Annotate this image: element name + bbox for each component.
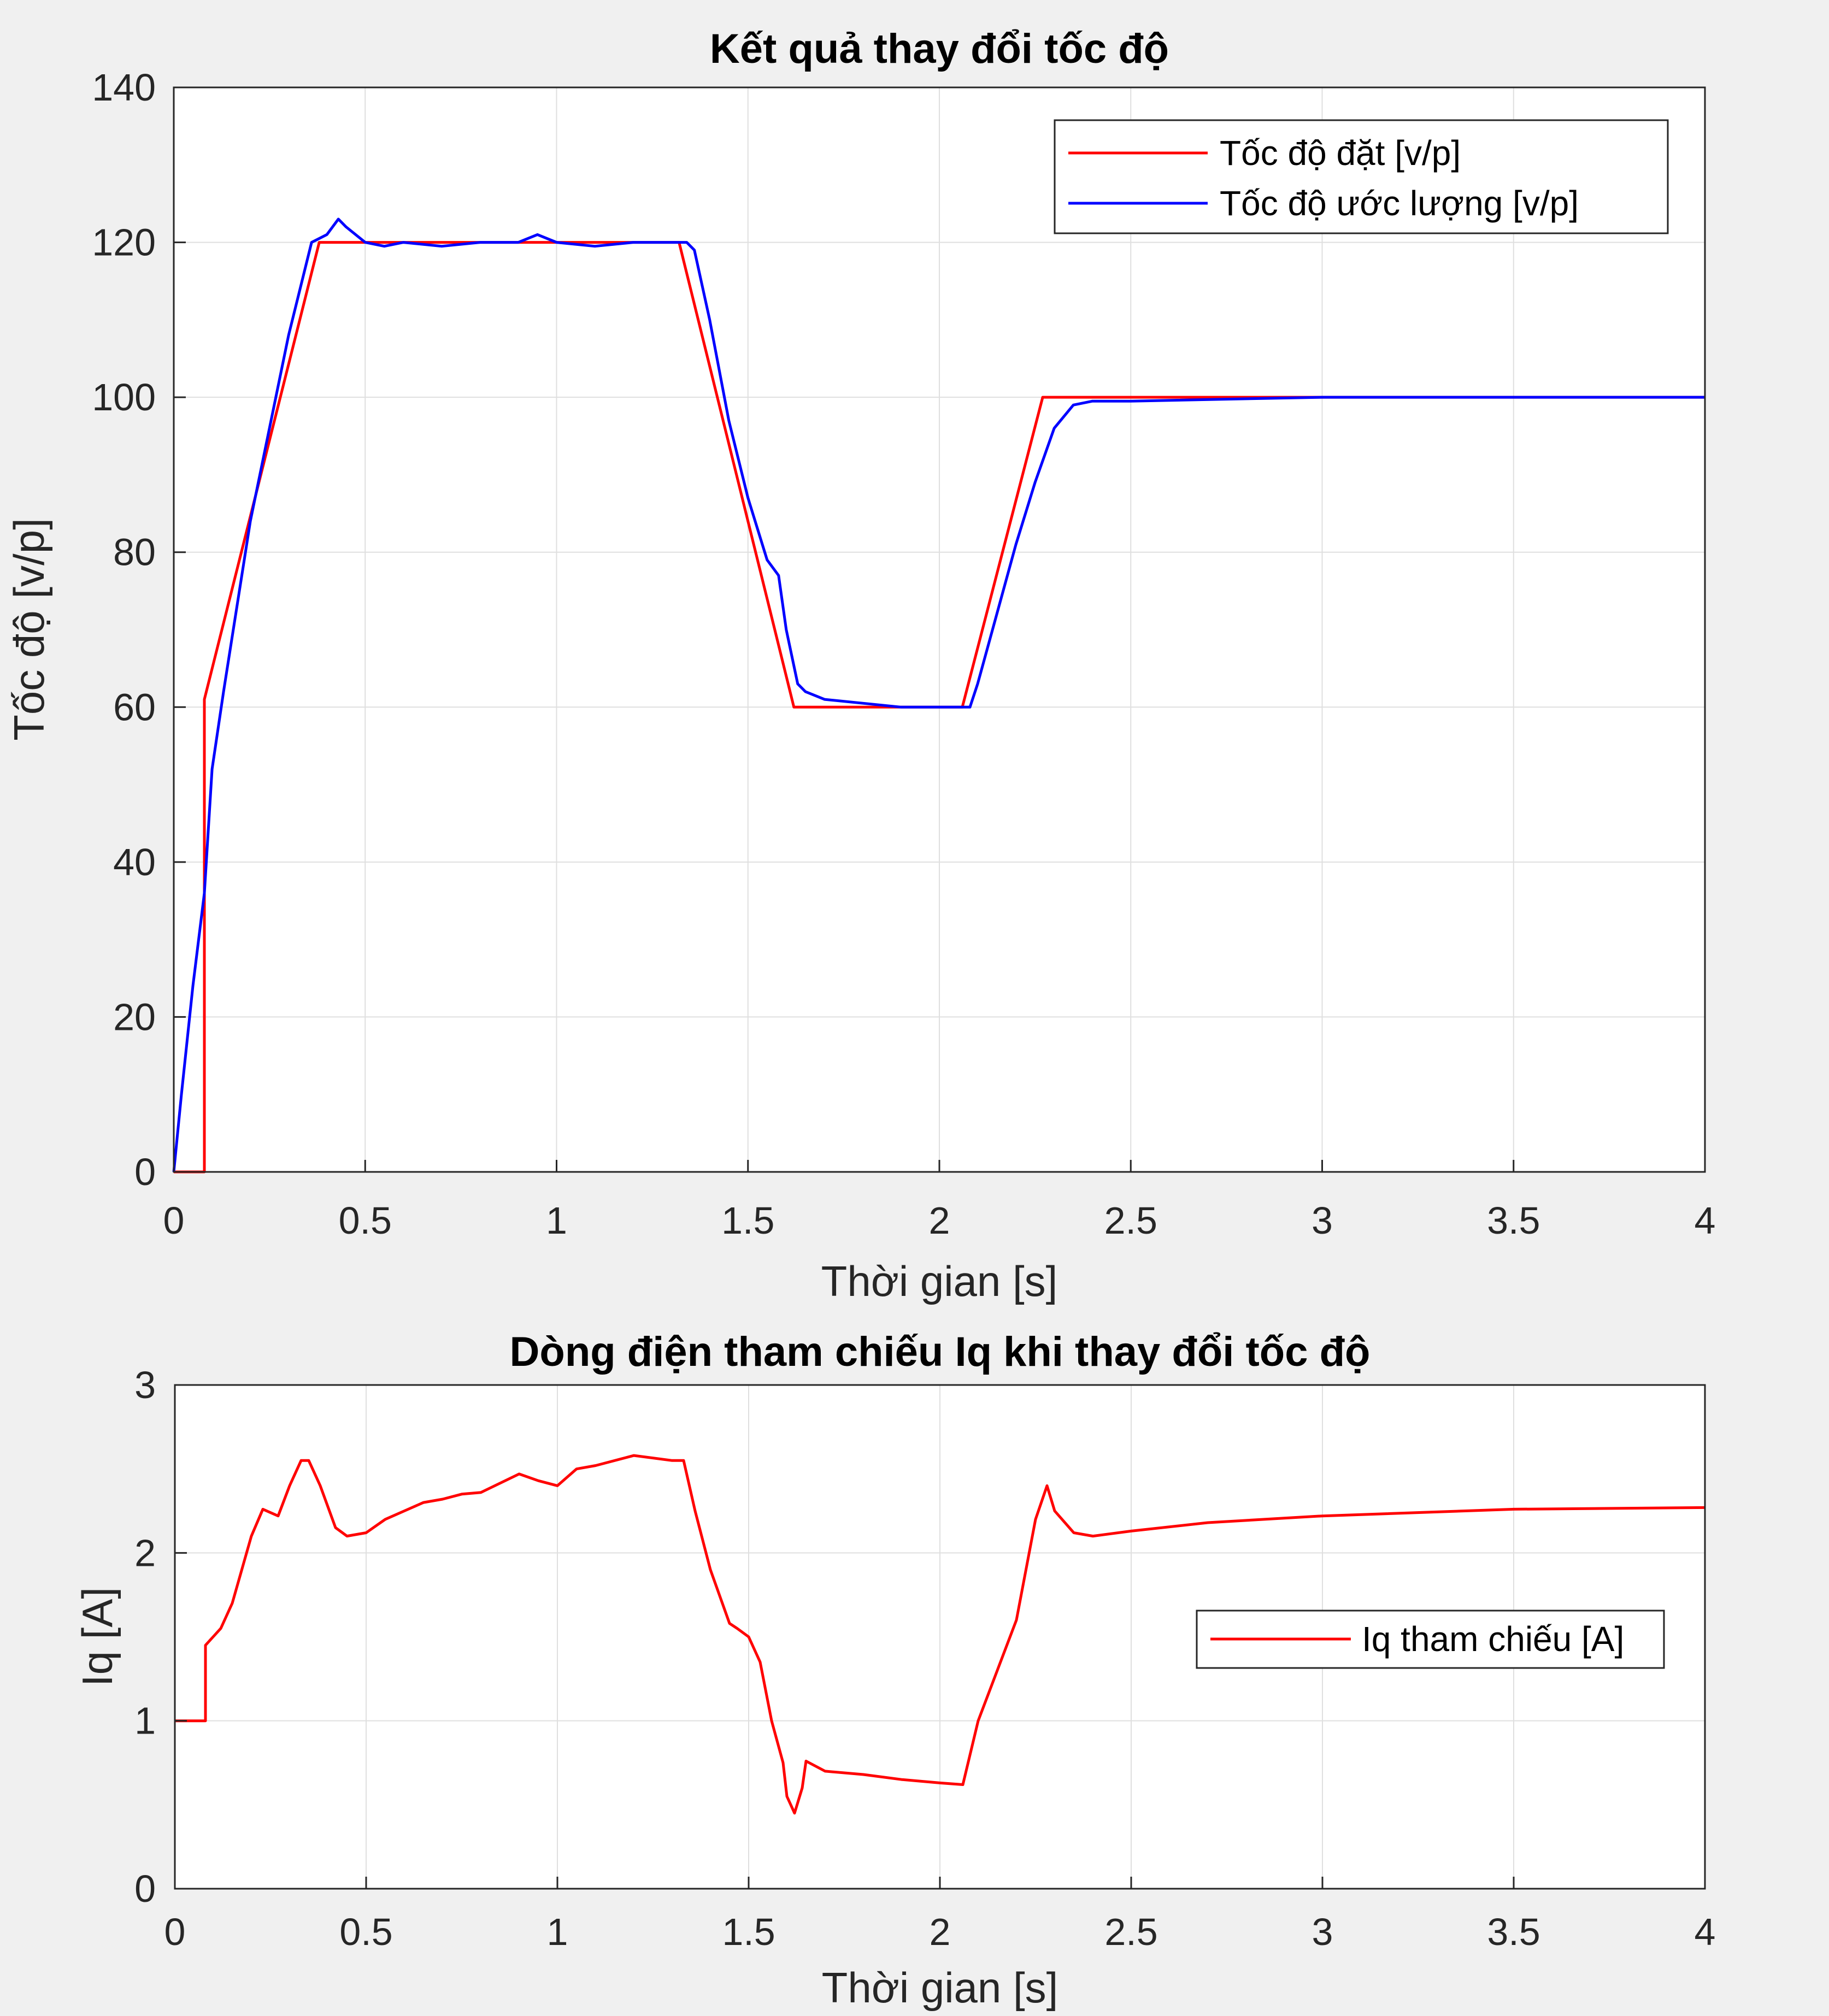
iq-x-tick-label: 2 (930, 1911, 951, 1953)
iq-x-tick-label: 4 (1695, 1911, 1716, 1953)
speed-x-tick-label: 3 (1312, 1199, 1333, 1242)
speed-x-tick-label: 3.5 (1487, 1199, 1540, 1242)
speed-y-tick-label: 100 (92, 376, 156, 418)
iq-y-tick-label: 1 (134, 1700, 156, 1742)
speed-x-axis-label: Thời gian [s] (821, 1257, 1058, 1305)
speed-chart-title: Kết quả thay đổi tốc độ (710, 26, 1169, 72)
legend-label-setpoint: Tốc độ đặt [v/p] (1220, 133, 1461, 173)
iq-y-tick-label: 3 (134, 1364, 156, 1406)
legend-label-iq: Iq tham chiếu [A] (1362, 1619, 1624, 1659)
speed-x-tick-label: 1.5 (721, 1199, 774, 1242)
speed-y-tick-label: 120 (92, 221, 156, 264)
speed-x-tick-label: 0.5 (339, 1199, 392, 1242)
speed-x-tick-label: 4 (1695, 1199, 1716, 1242)
legend-label-estimated: Tốc độ ước lượng [v/p] (1220, 184, 1579, 223)
speed-x-tick-label: 2.5 (1104, 1199, 1157, 1242)
speed-chart: 0 0.5 1 1.5 2 2.5 3 3.5 4 0 20 40 60 80 100 120 140 Kết… (5, 26, 1715, 1305)
speed-y-tick-label: 60 (113, 686, 156, 728)
iq-y-axis-label: Iq [A] (73, 1587, 121, 1687)
speed-series-1-line (172, 217, 1705, 1172)
speed-y-tick-label: 0 (134, 1151, 156, 1193)
iq-y-tick-label: 2 (134, 1531, 156, 1574)
speed-y-ticks: 0 20 40 60 80 100 120 140 (92, 66, 186, 1193)
iq-x-tick-label: 1.5 (722, 1911, 775, 1953)
speed-y-tick-label: 80 (113, 531, 156, 574)
iq-x-tick-label: 3 (1312, 1911, 1333, 1953)
iq-x-tick-label: 0 (164, 1911, 186, 1953)
iq-legend: Iq tham chiếu [A] (1196, 1610, 1665, 1669)
iq-x-tick-label: 1 (547, 1911, 568, 1953)
iq-y-ticks: 0 1 2 3 (134, 1364, 187, 1910)
iq-series-0-line (175, 1454, 1706, 1815)
speed-lines (172, 217, 1705, 1174)
speed-y-tick-label: 140 (92, 66, 156, 109)
speed-x-ticks: 0 0.5 1 1.5 2 2.5 3 3.5 4 (163, 1160, 1716, 1242)
speed-x-tick-label: 2 (929, 1199, 950, 1242)
iq-y-tick-label: 0 (134, 1867, 156, 1910)
speed-y-tick-label: 20 (113, 995, 156, 1038)
speed-x-tick-label: 1 (546, 1199, 567, 1242)
speed-legend: Tốc độ đặt [v/p] Tốc độ ước lượng [v/p] (1054, 119, 1669, 234)
iq-x-ticks: 0 0.5 1 1.5 2 2.5 3 3.5 4 (164, 1877, 1716, 1953)
iq-x-tick-label: 2.5 (1104, 1911, 1157, 1953)
iq-chart-title: Dòng điện tham chiếu Iq khi thay đổi tốc… (510, 1329, 1371, 1375)
iq-x-axis-label: Thời gian [s] (822, 1964, 1058, 2012)
speed-y-tick-label: 40 (113, 841, 156, 883)
iq-x-tick-label: 0.5 (339, 1911, 392, 1953)
speed-x-tick-label: 0 (163, 1199, 185, 1242)
speed-y-axis-label: Tốc độ [v/p] (5, 518, 53, 741)
iq-chart: 0 0.5 1 1.5 2 2.5 3 3.5 4 0 1 2 3 Dòng điện tham ch… (73, 1329, 1715, 2012)
iq-lines (175, 1454, 1706, 1815)
iq-x-tick-label: 3.5 (1487, 1911, 1540, 1953)
speed-legend-box (1054, 119, 1669, 234)
